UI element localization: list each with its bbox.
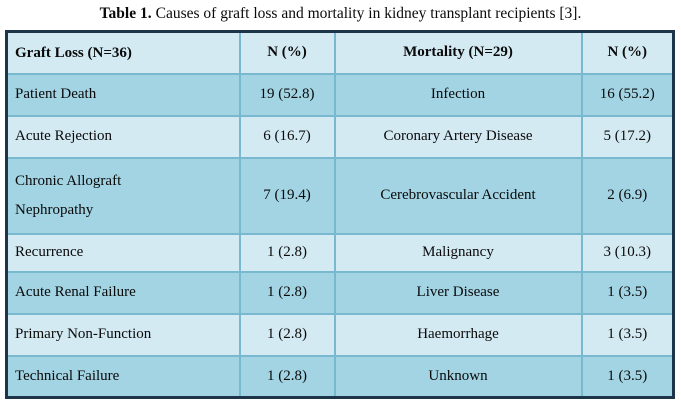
header-graft-loss: Graft Loss (N=36) <box>5 30 241 75</box>
table-caption-text: Causes of graft loss and mortality in ki… <box>155 5 582 22</box>
cell-mortality-value: 1 (3.5) <box>580 354 675 399</box>
cell-mortality-cause: Cerebrovascular Accident <box>333 156 583 235</box>
cell-mortality-cause: Liver Disease <box>333 270 583 315</box>
cell-graft-value: 1 (2.8) <box>238 270 336 315</box>
cell-mortality-value: 5 (17.2) <box>580 114 675 159</box>
cell-graft-cause: Acute Rejection <box>5 114 241 159</box>
table-header-row: Graft Loss (N=36) N (%) Mortality (N=29)… <box>5 30 675 75</box>
cell-graft-value: 1 (2.8) <box>238 232 336 273</box>
cell-mortality-cause: Infection <box>333 72 583 117</box>
cell-mortality-value: 1 (3.5) <box>580 312 675 357</box>
table-row: Primary Non-Function 1 (2.8) Haemorrhage… <box>5 312 675 357</box>
table-row: Recurrence 1 (2.8) Malignancy 3 (10.3) <box>5 232 675 273</box>
cell-graft-value: 1 (2.8) <box>238 312 336 357</box>
table-row: Acute Renal Failure 1 (2.8) Liver Diseas… <box>5 270 675 315</box>
table-caption: Table 1. Causes of graft loss and mortali… <box>0 0 681 24</box>
header-mortality-n-pct: N (%) <box>580 30 675 75</box>
cell-graft-cause: Technical Failure <box>5 354 241 399</box>
cell-graft-value: 7 (19.4) <box>238 156 336 235</box>
cell-mortality-cause: Malignancy <box>333 232 583 273</box>
table-row: Acute Rejection 6 (16.7) Coronary Artery… <box>5 114 675 159</box>
cell-graft-cause: Acute Renal Failure <box>5 270 241 315</box>
header-mortality: Mortality (N=29) <box>333 30 583 75</box>
table-row: Patient Death 19 (52.8) Infection 16 (55… <box>5 72 675 117</box>
table-caption-label: Table 1. <box>99 5 152 22</box>
cell-graft-cause: Chronic Allograft Nephropathy <box>5 156 241 235</box>
cell-graft-value: 19 (52.8) <box>238 72 336 117</box>
cell-graft-value: 1 (2.8) <box>238 354 336 399</box>
table-row: Chronic Allograft Nephropathy 7 (19.4) C… <box>5 156 675 235</box>
cell-graft-cause: Recurrence <box>5 232 241 273</box>
cell-graft-value: 6 (16.7) <box>238 114 336 159</box>
cell-mortality-cause: Unknown <box>333 354 583 399</box>
cell-mortality-value: 16 (55.2) <box>580 72 675 117</box>
graft-loss-mortality-table: Graft Loss (N=36) N (%) Mortality (N=29)… <box>5 30 675 399</box>
table-row: Technical Failure 1 (2.8) Unknown 1 (3.5… <box>5 354 675 399</box>
cell-mortality-cause: Coronary Artery Disease <box>333 114 583 159</box>
cell-mortality-value: 3 (10.3) <box>580 232 675 273</box>
header-graft-loss-n-pct: N (%) <box>238 30 336 75</box>
cell-mortality-value: 1 (3.5) <box>580 270 675 315</box>
cell-mortality-cause: Haemorrhage <box>333 312 583 357</box>
cell-graft-cause: Primary Non-Function <box>5 312 241 357</box>
cell-graft-cause: Patient Death <box>5 72 241 117</box>
cell-mortality-value: 2 (6.9) <box>580 156 675 235</box>
